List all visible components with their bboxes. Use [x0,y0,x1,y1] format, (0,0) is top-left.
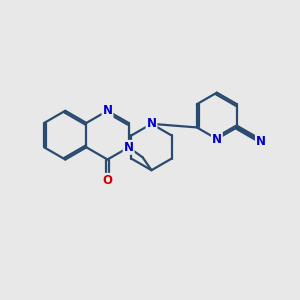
Text: N: N [212,133,222,146]
Text: O: O [103,174,112,187]
Text: N: N [103,104,112,117]
Text: N: N [146,117,157,130]
Text: N: N [124,141,134,154]
Text: N: N [256,135,266,148]
